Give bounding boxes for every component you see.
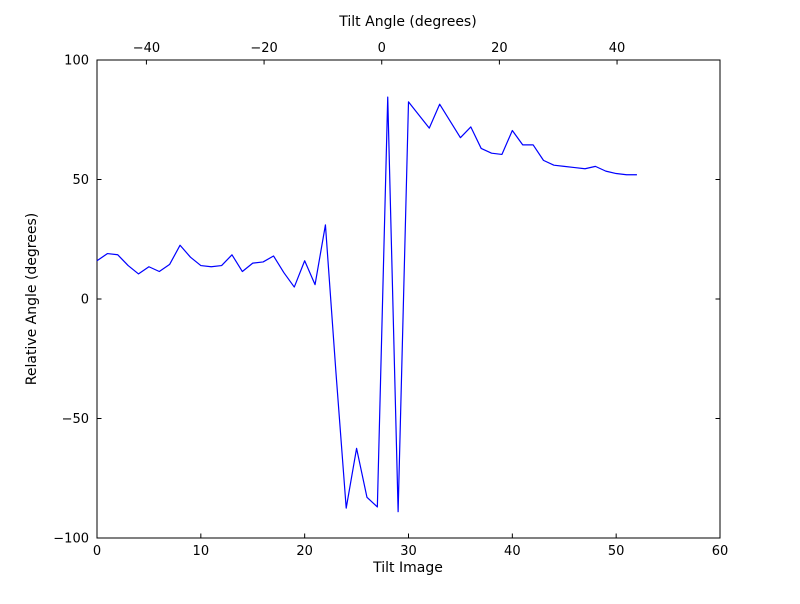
- data-line-relative-angle: [96, 96, 637, 513]
- x-tick-label: 40: [504, 544, 521, 559]
- data-line-layer: [96, 96, 637, 513]
- top-x-tick-label: −20: [250, 41, 277, 56]
- y-tick-label: 100: [64, 54, 89, 69]
- axis-tick-labels-layer: 0 10 20 30 40 50 60 −40 −20 0 20 40 100 50 0 −50 −100: [53, 41, 728, 559]
- y-tick-label: 50: [72, 173, 89, 188]
- x-tick-label: 60: [712, 544, 729, 559]
- top-x-tick-label: 20: [491, 41, 508, 56]
- plot-border: [96, 59, 721, 539]
- top-x-tick-label: −40: [133, 41, 160, 56]
- top-x-tick-label: 40: [609, 41, 626, 56]
- x-tick-label: 50: [608, 544, 625, 559]
- x-axis-title: Tilt Image: [372, 560, 443, 576]
- x-tick-label: 20: [296, 544, 313, 559]
- x-tick-label: 10: [193, 544, 210, 559]
- x-tick-label: 30: [400, 544, 417, 559]
- top-x-tick-label: 0: [378, 41, 386, 56]
- y-tick-label: −100: [53, 532, 89, 547]
- y-axis-title: Relative Angle (degrees): [24, 213, 40, 385]
- x-tick-label: 0: [93, 544, 101, 559]
- top-axis-title: Tilt Angle (degrees): [338, 14, 476, 30]
- axis-ticks-layer: [96, 59, 721, 539]
- y-tick-label: −50: [62, 412, 89, 427]
- y-tick-label: 0: [81, 293, 89, 308]
